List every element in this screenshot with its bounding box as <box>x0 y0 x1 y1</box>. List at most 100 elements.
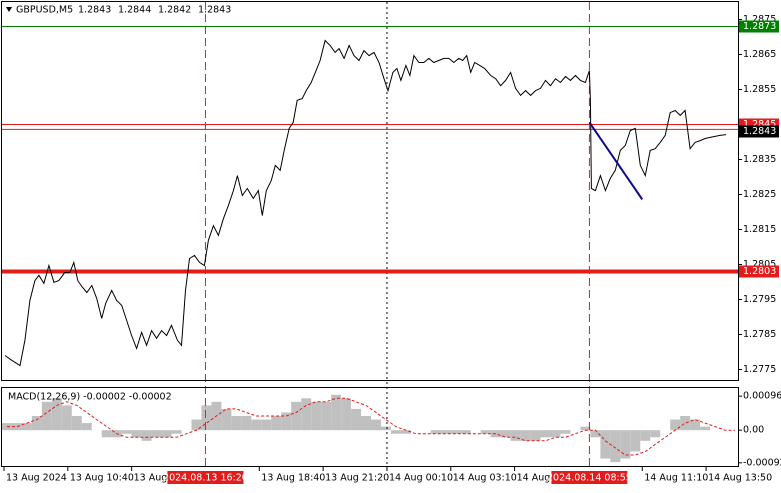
y-tick-label: 1.2855 <box>743 84 776 95</box>
macd-bar <box>231 416 242 431</box>
y-tick-label: 1.2865 <box>743 49 776 60</box>
macd-bar <box>221 408 232 431</box>
macd-bar <box>460 430 471 434</box>
macd-bar <box>201 405 212 431</box>
macd-bar <box>590 430 601 438</box>
last-price-box <box>739 125 779 138</box>
macd-bar <box>301 398 312 431</box>
x-tick-label: 14 Aug 03:10 <box>453 473 517 484</box>
time-marker-label: 2024.08.14 08:55 <box>547 473 632 484</box>
x-tick-label: 14 Aug <box>517 473 551 484</box>
macd-bar <box>580 426 591 431</box>
macd-bar <box>51 398 62 431</box>
macd-bar <box>41 401 52 431</box>
time-marker-label: 2024.08.13 16:20 <box>163 473 248 484</box>
macd-bar <box>630 430 641 452</box>
macd-bar <box>101 430 112 438</box>
macd-bar <box>271 416 282 431</box>
ohlc-value: 1.2843 <box>78 5 111 16</box>
price-line <box>4 39 727 367</box>
x-tick-label: 13 Aug 18:40 <box>261 473 325 484</box>
macd-bar <box>690 419 701 431</box>
macd-panel-frame <box>1 387 739 467</box>
macd-bar <box>241 416 252 431</box>
symbol-title: GBPUSD,M5 <box>16 5 73 16</box>
time-marker-label-box <box>551 471 628 484</box>
macd-bar <box>141 430 152 441</box>
macd-bar <box>161 430 172 438</box>
y-tick-label: 1.2785 <box>743 329 776 340</box>
plot-layer <box>2 2 742 471</box>
macd-bar <box>400 430 411 434</box>
macd-bar <box>251 419 262 431</box>
macd-bar <box>341 398 352 431</box>
macd-bar <box>530 430 541 441</box>
macd-bar <box>2 423 12 431</box>
macd-bar <box>650 430 661 438</box>
level-label-box <box>739 20 779 33</box>
y-tick-label: 1.2875 <box>743 14 776 25</box>
macd-bar <box>351 408 362 431</box>
macd-bar <box>291 401 302 431</box>
macd-bar <box>520 430 531 441</box>
x-tick-label: 14 Aug 00:10 <box>389 473 453 484</box>
x-tick-label: 14 Aug 11:10 <box>644 473 708 484</box>
macd-bar <box>370 419 381 431</box>
ohlc-value: 1.2844 <box>118 5 151 16</box>
level-label: 1.2803 <box>743 266 776 277</box>
macd-bar <box>450 430 461 434</box>
x-tick-label: 13 Aug 10:40 <box>70 473 134 484</box>
y-tick-label: -0.00092 <box>743 457 781 468</box>
macd-bar <box>331 394 342 431</box>
y-tick-label: 0.00096 <box>743 391 781 402</box>
time-marker-label-box <box>167 471 244 484</box>
macd-bar <box>61 405 72 431</box>
macd-bar <box>71 416 82 431</box>
macd-signal-line <box>7 397 735 456</box>
level-label-box <box>739 265 779 278</box>
macd-bar <box>560 430 571 434</box>
x-tick-label: 13 Aug <box>134 473 168 484</box>
macd-bar <box>81 423 92 431</box>
y-tick-label: 0.00 <box>743 425 764 436</box>
macd-bar <box>600 430 611 459</box>
macd-bar <box>390 430 401 434</box>
macd-bar <box>680 416 691 431</box>
macd-bar <box>500 430 511 438</box>
macd-bar <box>361 416 371 431</box>
y-tick-label: 1.2795 <box>743 294 776 305</box>
last-price-label: 1.2843 <box>743 126 776 137</box>
macd-bar <box>31 416 42 431</box>
macd-bar <box>640 430 651 441</box>
macd-bar <box>281 412 292 431</box>
x-tick-label: 13 Aug 2024 <box>6 473 67 484</box>
ohlc-value: 1.2842 <box>158 5 191 16</box>
macd-bar <box>21 423 32 431</box>
y-tick-label: 1.2805 <box>743 259 776 270</box>
macd-bar <box>121 430 132 434</box>
macd-bar <box>510 430 521 441</box>
macd-bar <box>430 430 441 434</box>
y-tick-label: 1.2775 <box>743 364 776 375</box>
x-tick-label: 14 Aug 13:50 <box>708 473 772 484</box>
macd-bar <box>700 426 711 431</box>
price-panel-frame <box>1 1 739 381</box>
trendline <box>588 121 644 200</box>
macd-bar <box>670 419 681 431</box>
macd-bar <box>261 419 272 431</box>
macd-bar <box>480 430 491 434</box>
macd-bar <box>191 419 202 431</box>
macd-bar <box>380 426 391 431</box>
macd-bar <box>540 430 551 438</box>
macd-bar <box>311 401 322 431</box>
y-tick-label: 1.2815 <box>743 224 776 235</box>
macd-title: MACD(12,26,9) -0.00002 -0.00002 <box>8 392 172 403</box>
macd-bar <box>11 423 22 431</box>
y-tick-label: 1.2825 <box>743 189 776 200</box>
ohlc-value: 1.2843 <box>198 5 231 16</box>
macd-bar <box>151 430 162 438</box>
menu-arrow-icon[interactable] <box>6 7 12 12</box>
